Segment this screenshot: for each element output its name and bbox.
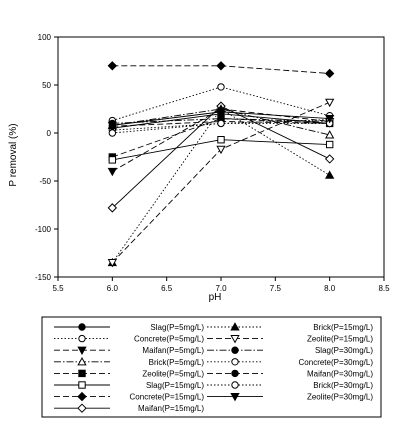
data-point [216, 108, 226, 117]
legend-label: Zeolite(P=5mg/L) [142, 369, 204, 378]
series-line [111, 108, 330, 263]
legend: Slag(P=5mg/L) Concrete(P=5mg/L) Maifan(P=5… [41, 316, 382, 418]
legend-label: Maifan(P=15mg/L) [138, 404, 204, 413]
data-point [216, 145, 226, 155]
y-tick-label: 0 [47, 129, 52, 138]
data-point [217, 136, 225, 144]
legend-marker [77, 391, 87, 402]
legend-label: Maifan(P=30mg/L) [307, 369, 373, 378]
legend-marker [231, 358, 239, 366]
data-point [108, 129, 117, 137]
x-tick-label: 8.5 [378, 284, 390, 293]
legend-marker [230, 393, 240, 402]
legend-label: Slag(P=15mg/L) [146, 381, 204, 390]
y-tick-label: 50 [42, 81, 51, 90]
data-point [217, 83, 225, 91]
legend-marker [231, 346, 239, 354]
data-point [216, 61, 226, 71]
series-7 [107, 61, 335, 79]
data-point [324, 68, 335, 79]
y-tick-label: -50 [39, 177, 51, 186]
legend-label: Concrete(P=5mg/L) [134, 335, 204, 344]
y-tick-label: -100 [35, 225, 52, 234]
data-point [324, 154, 335, 164]
legend-marker [78, 369, 86, 378]
series-layer [107, 61, 335, 268]
legend-label: Brick(P=15mg/L) [313, 323, 373, 332]
legend-label: Concrete(P=15mg/L) [130, 393, 205, 402]
legend-marker [78, 381, 86, 389]
legend-box [41, 316, 382, 418]
legend-label: Brick(P=30mg/L) [313, 381, 373, 390]
series-line [112, 118, 330, 158]
data-point [108, 156, 117, 164]
series-line [112, 118, 330, 124]
legend-marker [78, 334, 86, 343]
x-tick-label: 6.0 [107, 284, 119, 293]
legend-marker [78, 323, 86, 331]
axes: 5.5 6.0 6.5 7.0 7.5 8.0 8.5 -150 -100 -50 0 50 100 [35, 33, 390, 293]
series-10 [107, 98, 335, 268]
legend-marker [77, 356, 87, 366]
x-tick-label: 6.5 [161, 284, 173, 293]
data-point [107, 167, 117, 177]
legend-label: Slag(P=5mg/L) [150, 323, 204, 332]
legend-label: Zeolite(P=30mg/L) [307, 393, 373, 402]
legend-label: Brick(P=5mg/L) [149, 358, 205, 367]
x-tick-label: 7.5 [270, 284, 282, 293]
data-point [325, 140, 334, 149]
data-point [107, 203, 118, 213]
legend-marker [231, 381, 239, 389]
x-axis-label: pH [209, 292, 222, 303]
series-9 [107, 104, 335, 267]
series-15 [107, 108, 335, 131]
legend-marker [230, 335, 240, 344]
legend-label: Slag(P=30mg/L) [315, 346, 373, 355]
legend-marker [231, 369, 239, 378]
y-tick-label: -150 [35, 273, 52, 282]
data-point [325, 170, 335, 179]
data-point [325, 115, 335, 124]
y-tick-label: 100 [38, 33, 52, 42]
data-point [325, 130, 335, 139]
data-point [107, 259, 117, 268]
series-6 [108, 136, 334, 164]
data-point [107, 61, 118, 71]
legend-label: Concrete(P=30mg/L) [299, 358, 374, 367]
x-tick-label: 8.0 [324, 284, 336, 293]
data-point [325, 98, 335, 108]
x-tick-label: 7.0 [215, 284, 227, 293]
data-point [107, 121, 117, 131]
plot-frame [57, 36, 385, 278]
series-14 [108, 119, 334, 137]
legend-label: Zeolite(P=15mg/L) [307, 335, 373, 344]
legend-label: Maifan(P=5mg/L) [142, 346, 204, 355]
legend-marker [77, 403, 87, 413]
legend-marker [77, 346, 87, 356]
legend-marker [230, 322, 240, 331]
x-tick-label: 5.5 [52, 284, 64, 293]
data-point [217, 119, 225, 128]
y-axis-label: P removal (%) [8, 123, 19, 186]
series-line [112, 108, 330, 172]
